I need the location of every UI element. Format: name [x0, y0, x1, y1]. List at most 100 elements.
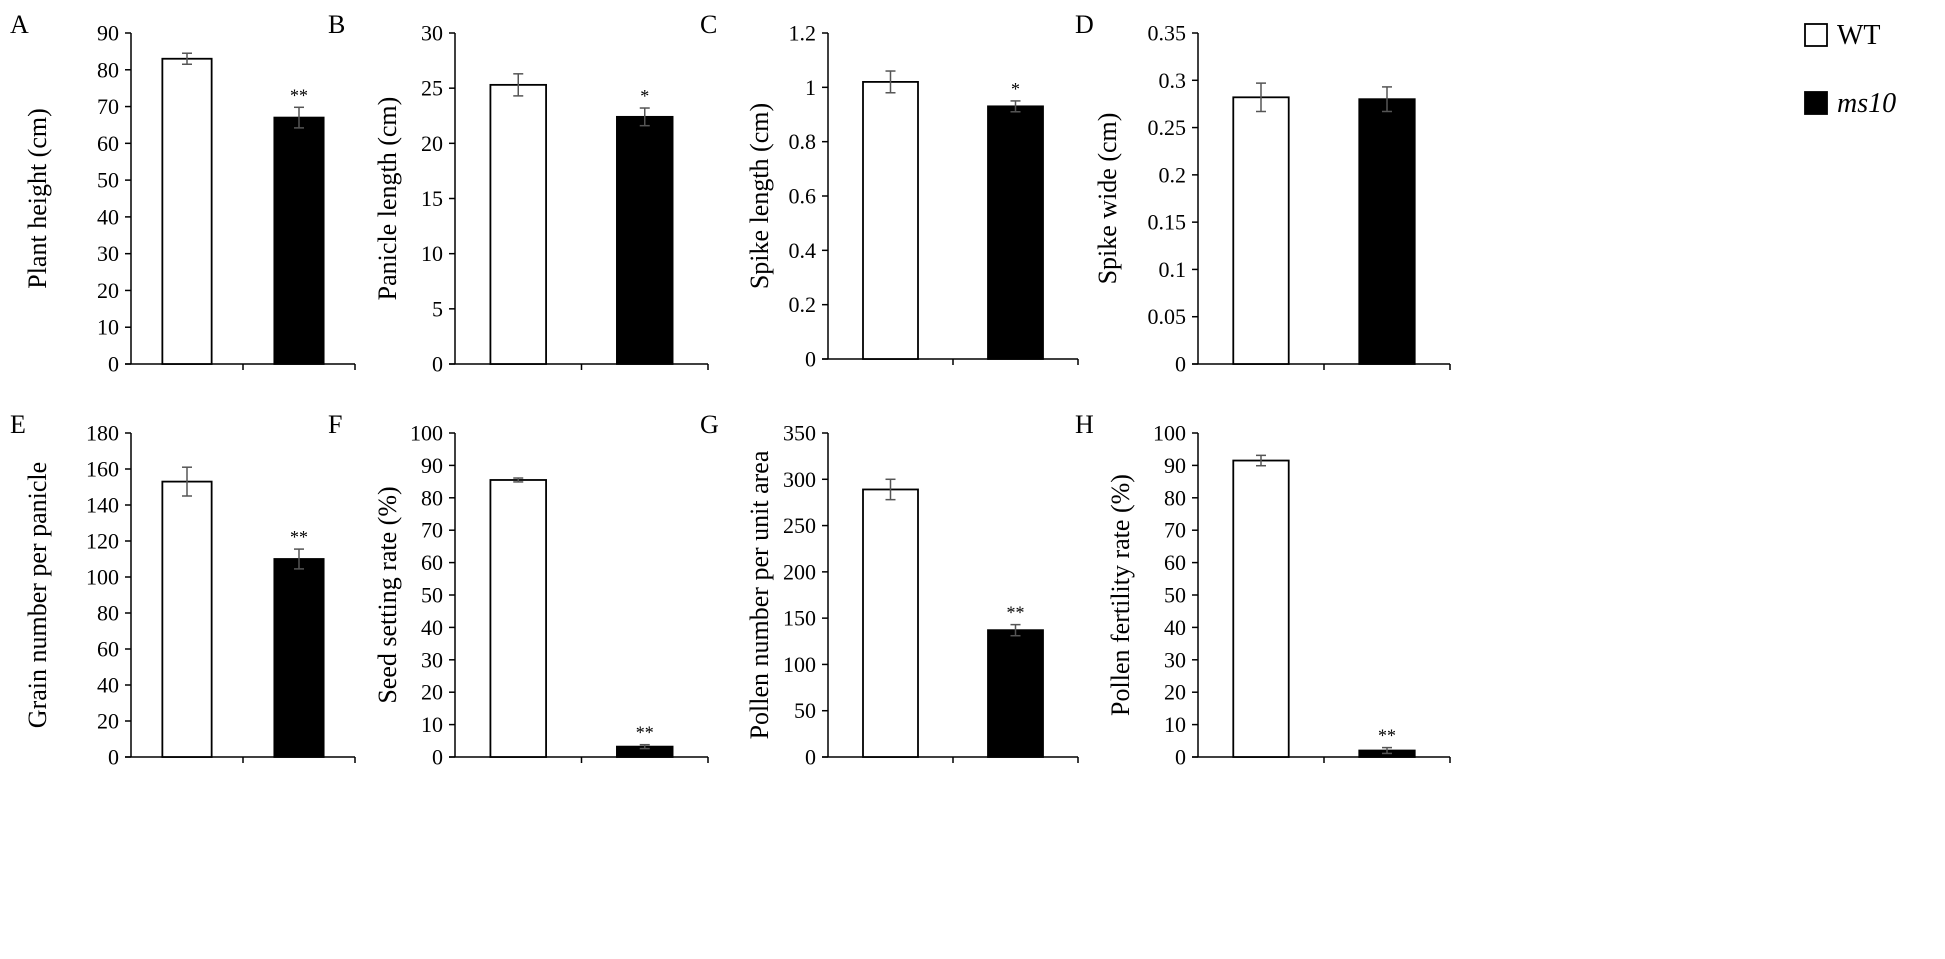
- y-tick-label: 25: [421, 76, 443, 101]
- y-tick-label: 0: [108, 745, 119, 770]
- bar-wt: [862, 488, 919, 758]
- significance-label: **: [290, 85, 308, 105]
- y-tick-label: 0.05: [1148, 304, 1187, 329]
- y-tick-label: 300: [783, 467, 816, 492]
- y-tick-label: 50: [794, 698, 816, 723]
- y-tick-label: 0: [432, 745, 443, 770]
- y-axis-label: Panicle length (cm): [373, 97, 402, 301]
- y-axis-label: Seed setting rate (%): [373, 486, 402, 703]
- y-tick-label: 0: [432, 352, 443, 377]
- y-tick-label: 30: [421, 647, 443, 672]
- panel-letter: F: [328, 410, 342, 439]
- y-tick-label: 200: [783, 559, 816, 584]
- y-tick-label: 180: [86, 421, 119, 446]
- y-tick-label: 40: [1164, 615, 1186, 640]
- y-axis-label: Spike length (cm): [745, 103, 774, 289]
- panel-h: H Pollen fertility rate (%) 0 10 20 30 40 50 60 7…: [1075, 410, 1451, 770]
- y-tick-label: 80: [97, 57, 119, 82]
- panel-f: F Seed setting rate (%) 0 10 20 30 40 50 60 70 80 9…: [328, 410, 709, 770]
- bar-wt: [1232, 459, 1290, 758]
- y-tick-label: 30: [97, 241, 119, 266]
- y-tick-label: 5: [432, 296, 443, 321]
- panel-d: D Spike wide (cm) 0 0.05 0.1 0.15 0.2 0.25 0.3 0.…: [1075, 10, 1451, 377]
- y-tick-label: 0.25: [1148, 115, 1187, 140]
- bar-wt: [1232, 96, 1290, 365]
- y-tick-label: 60: [421, 550, 443, 575]
- y-tick-label: 0.35: [1148, 21, 1187, 46]
- y-tick-label: 80: [421, 485, 443, 510]
- y-tick-label: 0.2: [789, 292, 817, 317]
- bar-ms10: [987, 629, 1044, 758]
- y-tick-label: 90: [97, 21, 119, 46]
- bar-ms10: [1358, 98, 1416, 365]
- y-tick-label: 30: [421, 21, 443, 46]
- bar-wt: [161, 57, 213, 365]
- y-tick-label: 10: [421, 712, 443, 737]
- panel-g: G Pollen number per unit area 0 50 100 150 200…: [700, 410, 1079, 770]
- y-tick-label: 15: [421, 186, 443, 211]
- legend-swatch-wt: [1804, 23, 1828, 47]
- legend-label-ms10: ms10: [1837, 88, 1896, 119]
- y-tick-label: 160: [86, 457, 119, 482]
- y-tick-label: 0.6: [789, 184, 817, 209]
- y-tick-label: 60: [1164, 550, 1186, 575]
- legend: WT ms10: [1804, 20, 1896, 119]
- y-tick-label: 40: [421, 615, 443, 640]
- panel-letter: C: [700, 10, 717, 39]
- panel-e: E Grain number per panicle 0 20 40 60 80 100 120…: [10, 410, 356, 770]
- y-tick-label: 40: [97, 204, 119, 229]
- y-tick-label: 0: [805, 745, 816, 770]
- y-tick-label: 40: [97, 673, 119, 698]
- y-tick-label: 0.3: [1159, 68, 1187, 93]
- significance-label: **: [290, 527, 308, 547]
- y-tick-label: 0: [1175, 352, 1186, 377]
- y-tick-label: 20: [421, 680, 443, 705]
- y-tick-label: 20: [97, 278, 119, 303]
- y-tick-label: 90: [1164, 453, 1186, 478]
- y-tick-label: 20: [421, 131, 443, 156]
- significance-label: **: [636, 723, 654, 743]
- y-axis-label: Plant height (cm): [23, 108, 52, 289]
- y-tick-label: 10: [1164, 712, 1186, 737]
- y-tick-label: 80: [1164, 485, 1186, 510]
- y-axis-label: Spike wide (cm): [1093, 113, 1122, 285]
- panel-b: B Panicle length (cm) 0 5 10 15 20 25 30 *: [328, 10, 709, 377]
- y-tick-label: 10: [421, 241, 443, 266]
- y-tick-label: 50: [421, 583, 443, 608]
- y-tick-label: 0.8: [789, 129, 817, 154]
- panel-a: A Plant height (cm) 0 10 20 30 40 50 60 70 80 90 **: [10, 10, 356, 377]
- y-tick-label: 250: [783, 513, 816, 538]
- legend-swatch-ms10: [1804, 91, 1828, 115]
- y-tick-label: 60: [97, 637, 119, 662]
- panel-letter: A: [10, 10, 29, 39]
- y-tick-label: 0: [108, 352, 119, 377]
- y-tick-label: 100: [1153, 421, 1186, 446]
- y-tick-label: 0.2: [1159, 162, 1187, 187]
- significance-label: **: [1007, 603, 1025, 623]
- y-tick-label: 150: [783, 606, 816, 631]
- y-tick-label: 70: [1164, 518, 1186, 543]
- y-tick-label: 0.4: [789, 238, 817, 263]
- significance-label: *: [1011, 79, 1020, 99]
- bar-ms10: [616, 115, 674, 365]
- panel-c: C Spike length (cm) 0 0.2 0.4 0.6 0.8 1 1.2 *: [700, 10, 1079, 372]
- y-tick-label: 60: [97, 131, 119, 156]
- y-tick-label: 0: [1175, 745, 1186, 770]
- y-tick-label: 20: [1164, 680, 1186, 705]
- y-tick-label: 70: [421, 518, 443, 543]
- bar-ms10: [987, 105, 1044, 360]
- y-tick-label: 30: [1164, 647, 1186, 672]
- significance-label: *: [640, 86, 649, 106]
- y-axis-label: Pollen fertility rate (%): [1106, 474, 1135, 716]
- bar-ms10: [273, 558, 325, 758]
- panel-letter: B: [328, 10, 345, 39]
- significance-label: **: [1378, 726, 1396, 746]
- y-axis-label: Pollen number per unit area: [745, 450, 774, 739]
- y-tick-label: 50: [1164, 583, 1186, 608]
- y-tick-label: 140: [86, 493, 119, 518]
- y-tick-label: 80: [97, 601, 119, 626]
- y-tick-label: 70: [97, 94, 119, 119]
- y-tick-label: 100: [783, 652, 816, 677]
- panel-letter: G: [700, 410, 719, 439]
